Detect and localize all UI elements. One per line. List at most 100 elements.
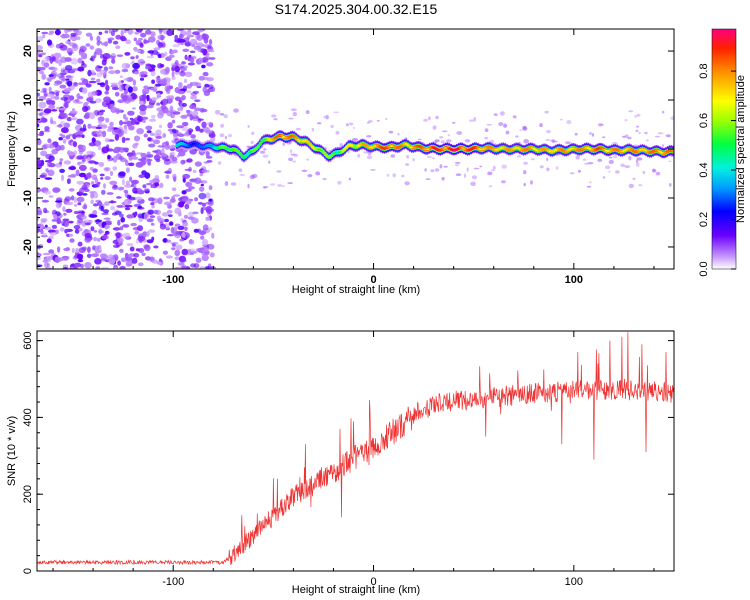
noise-blob <box>181 190 187 195</box>
ridge-mark <box>235 149 239 152</box>
noise-blob <box>148 98 152 102</box>
noise-blob <box>117 237 124 244</box>
speckle-blob <box>574 132 578 136</box>
noise-blob <box>133 203 142 208</box>
noise-blob <box>87 123 92 129</box>
speckle-blob <box>306 158 309 161</box>
speckle-blob <box>370 169 376 171</box>
noise-blob <box>62 33 70 39</box>
noise-blob <box>77 57 83 64</box>
noise-blob <box>175 244 183 250</box>
noise-blob <box>182 121 189 127</box>
noise-blob <box>186 158 193 163</box>
noise-blob <box>90 154 94 158</box>
ridge-mark <box>307 141 311 144</box>
noise-blob <box>142 184 147 189</box>
ridge-mark <box>258 142 262 145</box>
noise-blob <box>82 87 88 94</box>
noise-blob <box>163 29 167 35</box>
noise-blob <box>205 192 211 199</box>
noise-blob <box>182 220 188 227</box>
noise-blob <box>177 225 185 230</box>
noise-blob <box>73 132 81 136</box>
noise-blob <box>46 238 52 243</box>
speckle-blob <box>268 160 271 164</box>
speckle-blob <box>397 132 400 136</box>
noise-blob <box>82 105 89 113</box>
noise-blob <box>211 232 215 239</box>
noise-blob <box>133 37 137 42</box>
noise-blob <box>53 83 60 86</box>
noise-blob <box>166 81 171 86</box>
noise-blob <box>146 94 150 102</box>
noise-blob <box>198 57 203 64</box>
noise-blob <box>192 211 199 215</box>
noise-blob <box>58 107 67 111</box>
noise-blob <box>76 196 85 203</box>
speckle-blob <box>484 128 489 133</box>
noise-blob <box>138 37 143 41</box>
noise-blob <box>104 220 112 225</box>
y-tick-label: 600 <box>22 331 34 349</box>
speckle-blob <box>249 175 255 180</box>
noise-blob <box>139 109 147 116</box>
noise-blob <box>182 177 186 183</box>
noise-blob <box>167 122 173 129</box>
colorbar: 0.0 0.2 0.4 0.6 0.8 Normalized spectral ampl… <box>698 28 747 277</box>
noise-blob <box>96 237 101 242</box>
noise-blob <box>140 71 148 75</box>
noise-blob <box>174 256 180 261</box>
speckle-blob <box>473 167 480 170</box>
noise-blob <box>144 172 151 179</box>
noise-blob <box>181 67 187 71</box>
noise-blob <box>200 108 208 113</box>
ridge-mark <box>305 140 309 143</box>
noise-blob <box>186 90 192 94</box>
speckle-blob <box>454 161 461 164</box>
noise-blob <box>169 153 173 159</box>
noise-blob <box>135 248 140 252</box>
noise-blob <box>104 230 110 235</box>
noise-blob <box>114 133 120 141</box>
noise-blob <box>176 154 181 158</box>
noise-blob <box>112 166 117 171</box>
speckle-blob <box>430 169 435 173</box>
speckle-blob <box>311 127 315 132</box>
noise-blob <box>139 42 144 48</box>
speckle-blob <box>627 136 632 140</box>
ridge-mark <box>247 151 251 154</box>
noise-blob <box>114 91 120 97</box>
noise-blob <box>37 251 40 257</box>
ridge-mark <box>341 149 345 152</box>
speckle-blob <box>665 134 671 138</box>
speckle-blob <box>281 185 285 187</box>
noise-blob <box>85 32 93 37</box>
speckle-blob <box>615 170 620 174</box>
noise-blob <box>165 66 170 74</box>
noise-blob <box>59 112 65 117</box>
y-tick-label: 400 <box>22 408 34 426</box>
noise-blob <box>181 102 187 107</box>
speckle-blob <box>322 178 327 180</box>
noise-blob <box>174 96 181 101</box>
noise-blob <box>103 96 111 103</box>
snr-frame <box>36 330 675 572</box>
noise-blob <box>50 117 53 123</box>
noise-blob <box>206 122 212 125</box>
noise-blob <box>109 121 114 127</box>
speckle-blob <box>220 123 225 128</box>
noise-blob <box>132 62 141 70</box>
ridge-mark <box>330 153 334 156</box>
speckle-blob <box>655 171 661 176</box>
noise-blob <box>155 76 161 81</box>
speckle-blob <box>238 168 243 172</box>
noise-blob <box>121 68 129 73</box>
speckle-blob <box>636 113 641 117</box>
speckle-blob <box>317 122 322 125</box>
noise-blob <box>174 207 182 215</box>
speckle-blob <box>451 121 456 124</box>
speckle-blob <box>471 175 478 180</box>
noise-blob <box>114 69 121 74</box>
noise-blob <box>52 187 61 193</box>
noise-blob <box>77 161 85 164</box>
